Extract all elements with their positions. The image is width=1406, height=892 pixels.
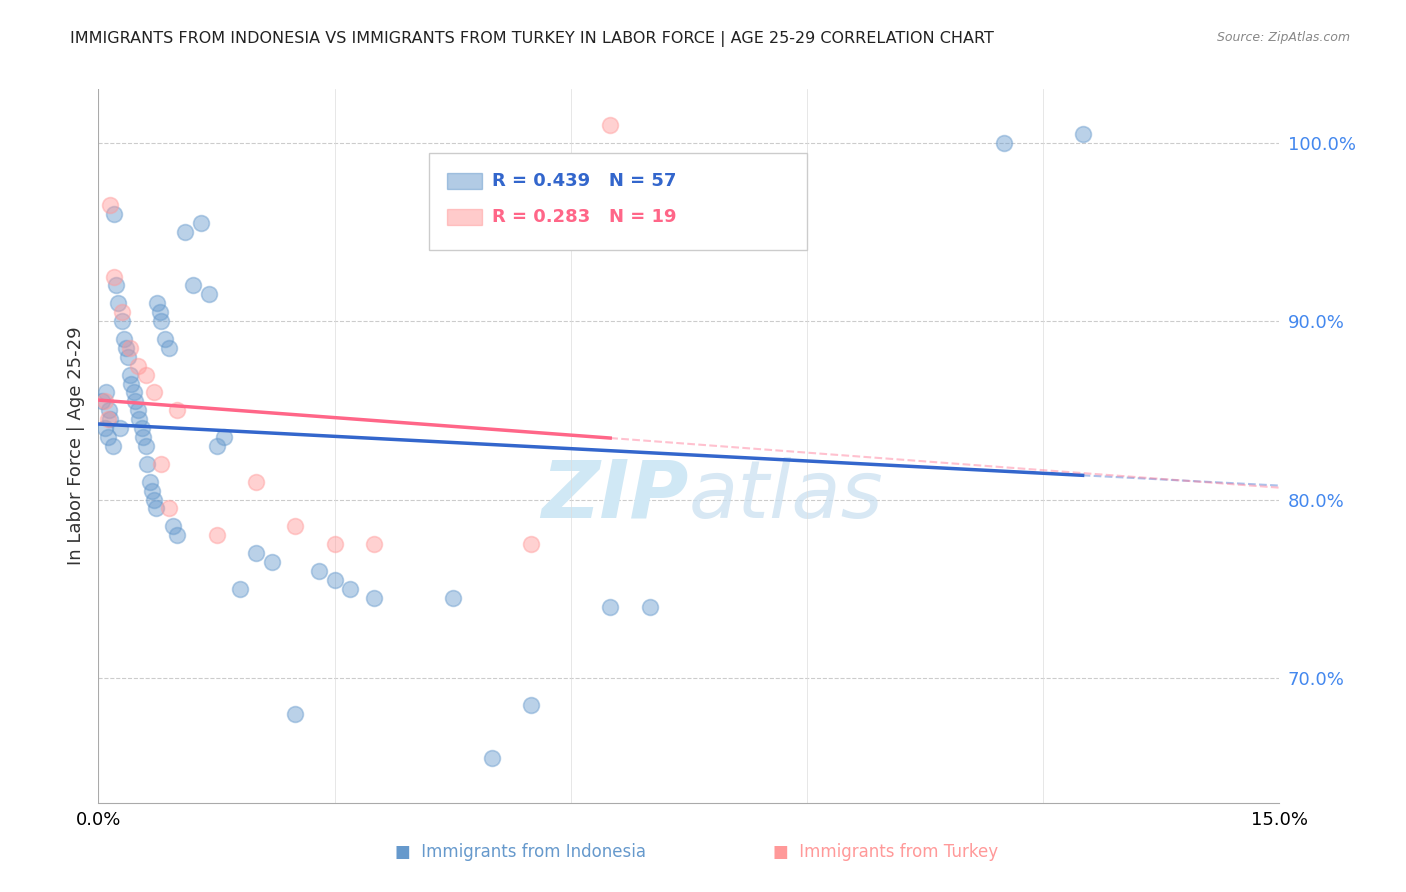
Point xyxy=(166,528,188,542)
Point xyxy=(91,394,114,409)
Point xyxy=(323,573,346,587)
Point xyxy=(121,376,143,391)
Point xyxy=(135,439,157,453)
Point xyxy=(181,278,204,293)
Point xyxy=(174,225,197,239)
Point xyxy=(150,457,173,471)
Point xyxy=(149,305,172,319)
Point xyxy=(284,519,307,533)
Text: ■  Immigrants from Indonesia: ■ Immigrants from Indonesia xyxy=(395,843,645,861)
Point xyxy=(96,385,118,400)
Point xyxy=(131,421,153,435)
Point xyxy=(128,412,150,426)
Point xyxy=(205,439,228,453)
Point xyxy=(599,118,621,132)
Point xyxy=(146,296,169,310)
Point xyxy=(118,341,141,355)
Point xyxy=(122,385,145,400)
Point xyxy=(308,564,330,578)
Point xyxy=(638,599,661,614)
Point xyxy=(104,278,127,293)
Point xyxy=(993,136,1015,150)
Point xyxy=(284,706,307,721)
Point xyxy=(108,421,131,435)
Point xyxy=(97,412,120,426)
Point xyxy=(111,314,134,328)
Point xyxy=(363,537,385,551)
Point xyxy=(127,359,149,373)
Point xyxy=(117,350,139,364)
Point xyxy=(107,296,129,310)
Point xyxy=(157,341,180,355)
Y-axis label: In Labor Force | Age 25-29: In Labor Force | Age 25-29 xyxy=(66,326,84,566)
Point xyxy=(127,403,149,417)
Text: Source: ZipAtlas.com: Source: ZipAtlas.com xyxy=(1216,31,1350,45)
Point xyxy=(136,457,159,471)
Point xyxy=(118,368,141,382)
Point xyxy=(150,314,173,328)
Point xyxy=(190,216,212,230)
Point xyxy=(135,368,157,382)
Point xyxy=(339,582,361,596)
Point xyxy=(363,591,385,605)
Point xyxy=(214,430,236,444)
Point xyxy=(124,394,146,409)
Point xyxy=(112,332,135,346)
Point xyxy=(155,332,177,346)
Point xyxy=(162,519,184,533)
Bar xyxy=(447,173,482,189)
Point xyxy=(132,430,155,444)
Point xyxy=(141,483,163,498)
Point xyxy=(520,698,543,712)
Point xyxy=(599,599,621,614)
Point xyxy=(101,439,124,453)
Point xyxy=(103,207,125,221)
Point xyxy=(245,475,267,489)
Point xyxy=(93,421,115,435)
Point xyxy=(97,403,120,417)
Point xyxy=(103,269,125,284)
Text: ■  Immigrants from Turkey: ■ Immigrants from Turkey xyxy=(773,843,998,861)
Point xyxy=(142,385,165,400)
Point xyxy=(323,537,346,551)
Text: R = 0.439   N = 57: R = 0.439 N = 57 xyxy=(492,172,676,190)
Point xyxy=(197,287,219,301)
Text: ZIP: ZIP xyxy=(541,457,689,535)
Point xyxy=(157,501,180,516)
Text: R = 0.283   N = 19: R = 0.283 N = 19 xyxy=(492,208,676,226)
Point xyxy=(111,305,134,319)
FancyBboxPatch shape xyxy=(429,153,807,250)
Point xyxy=(441,591,464,605)
Point xyxy=(481,751,503,765)
Point xyxy=(1071,127,1094,141)
Point xyxy=(166,403,188,417)
Point xyxy=(97,430,120,444)
Point xyxy=(142,492,165,507)
Bar xyxy=(447,209,482,225)
Point xyxy=(93,394,115,409)
Point xyxy=(98,412,121,426)
Point xyxy=(260,555,283,569)
Point xyxy=(520,537,543,551)
Point xyxy=(98,198,121,212)
Text: IMMIGRANTS FROM INDONESIA VS IMMIGRANTS FROM TURKEY IN LABOR FORCE | AGE 25-29 C: IMMIGRANTS FROM INDONESIA VS IMMIGRANTS … xyxy=(70,31,994,47)
Text: atlas: atlas xyxy=(689,457,884,535)
Point xyxy=(205,528,228,542)
Point xyxy=(245,546,267,560)
Point xyxy=(145,501,167,516)
Point xyxy=(229,582,252,596)
Point xyxy=(115,341,138,355)
Point xyxy=(138,475,160,489)
